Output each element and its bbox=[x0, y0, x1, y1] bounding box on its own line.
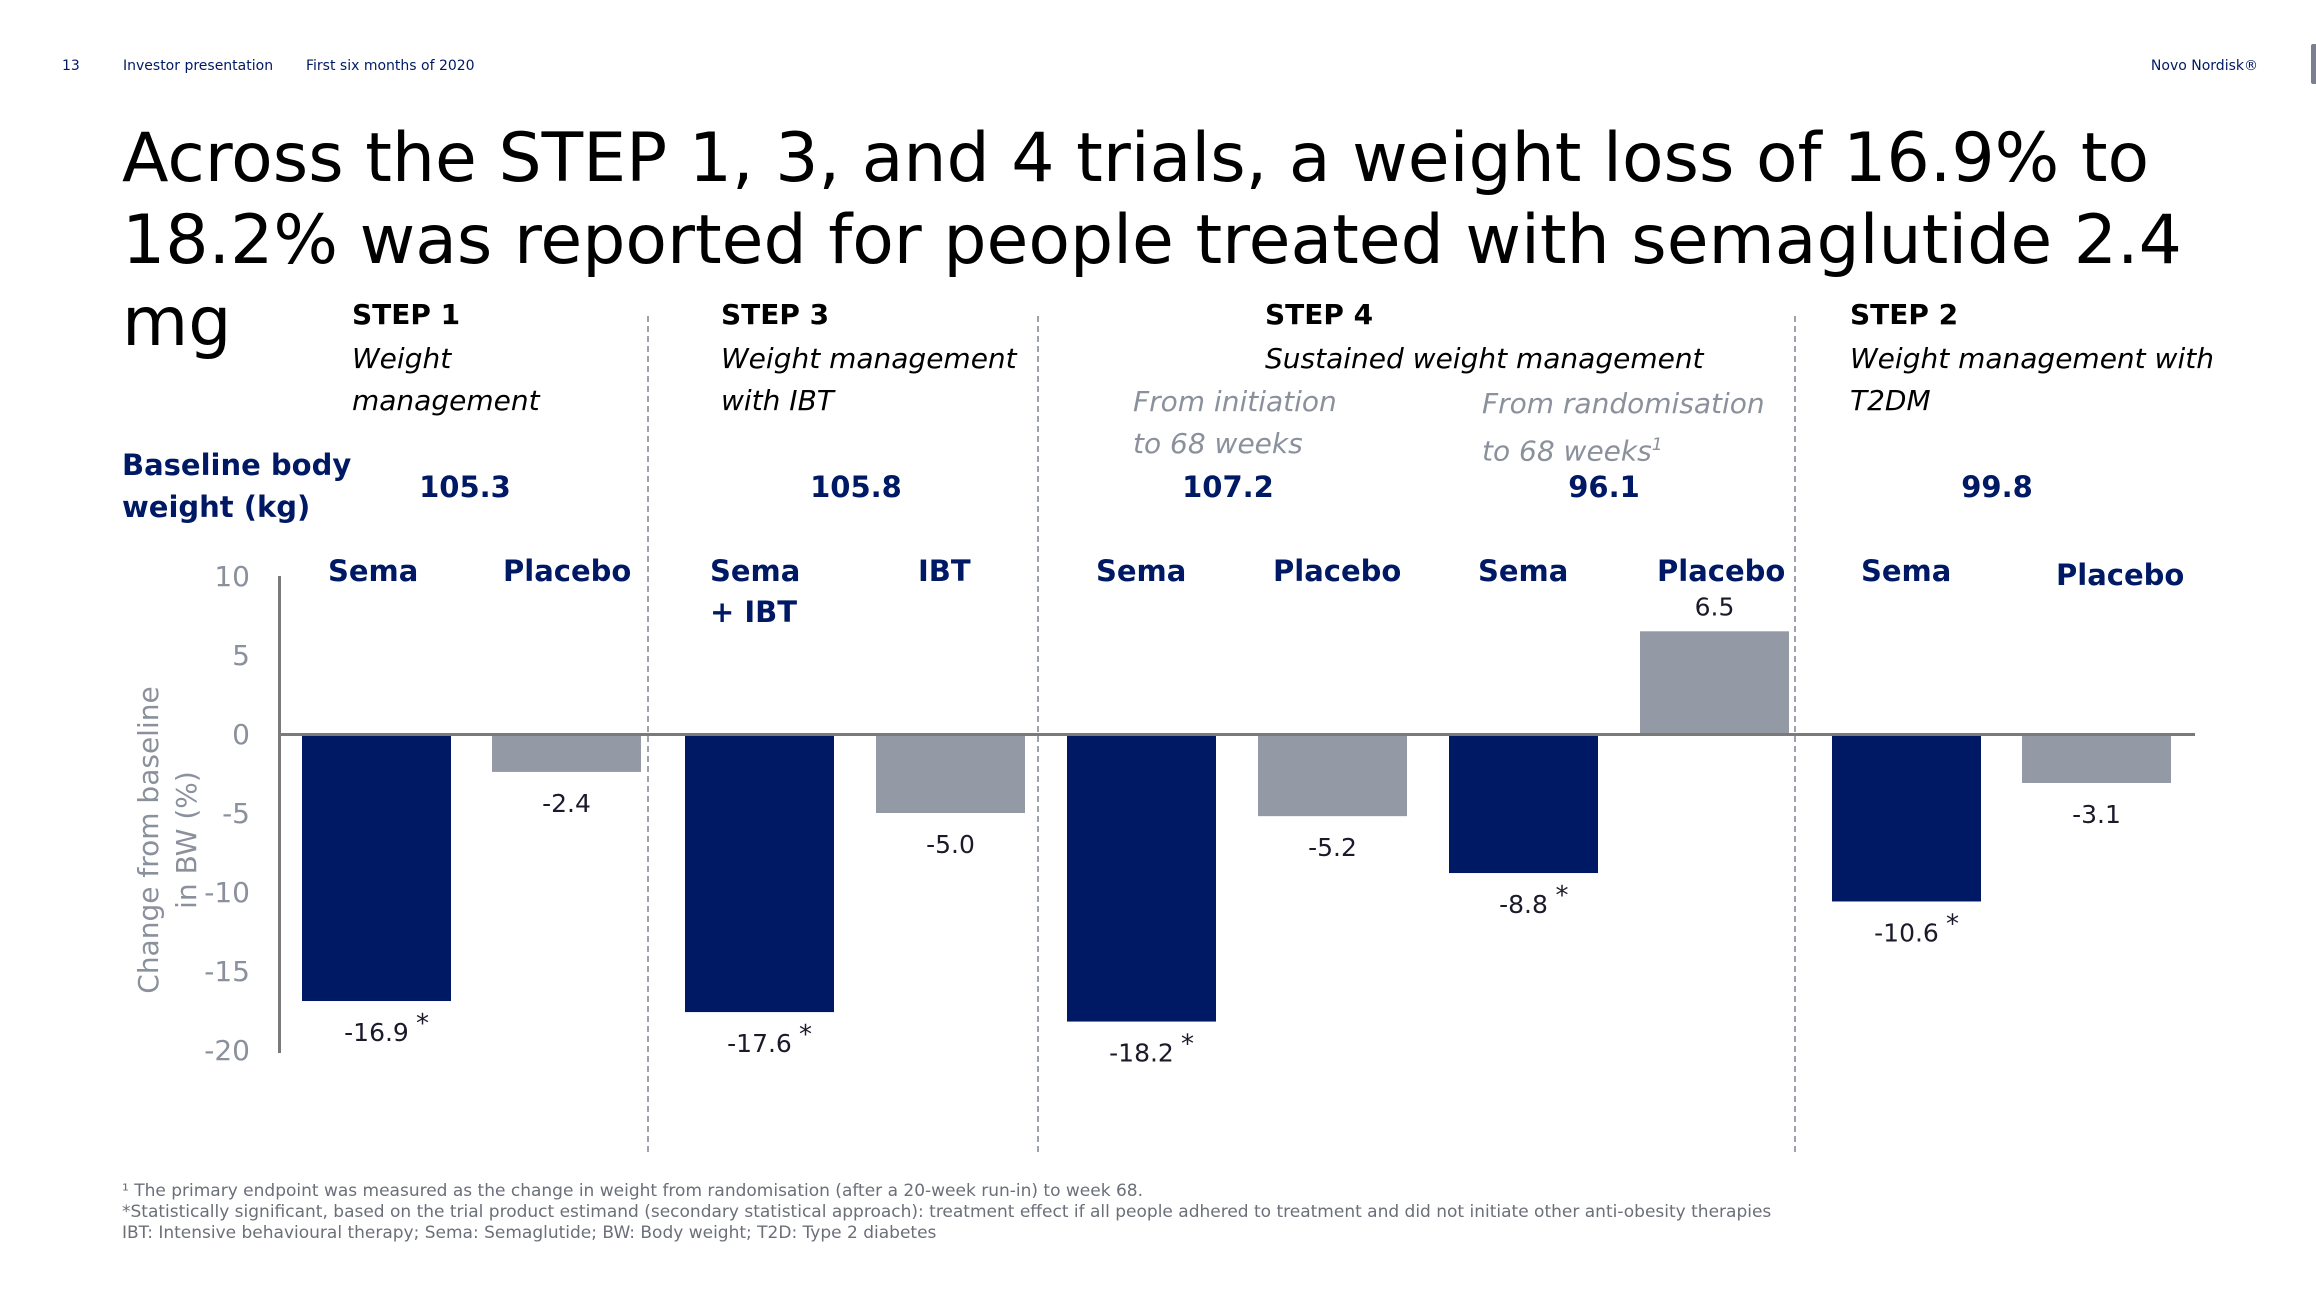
significance-marker-2: * bbox=[799, 1020, 812, 1050]
step1-name: STEP 1 bbox=[352, 298, 461, 331]
step3-desc-line1: Weight management bbox=[721, 342, 1017, 375]
group-label-step4b-placebo: Placebo bbox=[1657, 554, 1786, 588]
step4-sub-b-line2: to 68 weeks1 bbox=[1482, 424, 1663, 472]
bar-6 bbox=[1449, 734, 1598, 874]
group-label-step1-placebo: Placebo bbox=[503, 554, 632, 588]
y-tick-5: 5 bbox=[232, 639, 250, 672]
data-label-8: -10.6 bbox=[1874, 918, 1939, 947]
bar-5 bbox=[1258, 734, 1407, 817]
step4-sub-b-line2-text: to 68 weeks bbox=[1482, 434, 1652, 468]
data-label-6: -8.8 bbox=[1499, 890, 1548, 919]
step2-desc-line1: Weight management with bbox=[1850, 342, 2214, 375]
baseline-value-step4-randomisation: 96.1 bbox=[1568, 470, 1640, 504]
step4-sub-a-line1: From initiation bbox=[1133, 385, 1337, 418]
baseline-value-step2: 99.8 bbox=[1961, 470, 2033, 504]
step1-desc-line1: Weight bbox=[352, 342, 452, 375]
edge-tab[interactable] bbox=[2311, 44, 2316, 84]
footnote-1: ¹ The primary endpoint was measured as t… bbox=[122, 1181, 1144, 1201]
baseline-value-step3: 105.8 bbox=[810, 470, 902, 504]
step4-desc: Sustained weight management bbox=[1265, 342, 1704, 375]
bar-2 bbox=[685, 734, 834, 1013]
group-label-step3-sema-ibt: Sema + IBT bbox=[710, 551, 800, 633]
step4-sub-a-line2: to 68 weeks bbox=[1133, 427, 1303, 460]
data-label-0: -16.9 bbox=[344, 1018, 409, 1047]
group-label-step2-sema: Sema bbox=[1861, 554, 1952, 588]
brand-name: Novo Nordisk® bbox=[2150, 58, 2258, 74]
group-label-step3-sema-line2: + IBT bbox=[710, 595, 798, 629]
bar-8 bbox=[1832, 734, 1981, 902]
baseline-label: Baseline body weight (kg) bbox=[122, 444, 372, 528]
bar-0 bbox=[302, 734, 451, 1002]
baseline-value-step4-initiation: 107.2 bbox=[1182, 470, 1274, 504]
footnote-ref-1: 1 bbox=[1651, 435, 1663, 455]
baseline-label-line2: weight (kg) bbox=[122, 490, 311, 524]
y-tick-minus15: -15 bbox=[204, 955, 250, 988]
step2-desc-line2: T2DM bbox=[1850, 384, 1931, 417]
step3-desc-line2: with IBT bbox=[721, 384, 834, 417]
group-label-step4b-sema: Sema bbox=[1478, 554, 1569, 588]
baseline-label-line1: Baseline body bbox=[122, 448, 352, 482]
slide-number: 13 bbox=[62, 58, 80, 74]
group-label-step1-sema: Sema bbox=[328, 554, 419, 588]
data-label-7: 6.5 bbox=[1695, 592, 1735, 621]
step2-name: STEP 2 bbox=[1850, 298, 1959, 331]
bar-9 bbox=[2022, 734, 2171, 783]
step4-name: STEP 4 bbox=[1265, 298, 1374, 331]
data-label-5: -5.2 bbox=[1308, 833, 1357, 862]
bar-7 bbox=[1640, 631, 1789, 734]
bar-1 bbox=[492, 734, 641, 772]
header-period: First six months of 2020 bbox=[306, 58, 475, 74]
group-label-step3-sema-line1: Sema bbox=[710, 554, 801, 588]
y-tick-0: 0 bbox=[232, 718, 250, 751]
group-label-step2-placebo: Placebo bbox=[2056, 558, 2185, 592]
step3-name: STEP 3 bbox=[721, 298, 830, 331]
significance-marker-0: * bbox=[416, 1009, 429, 1039]
footnote-abbreviations: IBT: Intensive behavioural therapy; Sema… bbox=[122, 1223, 937, 1243]
group-label-step3-ibt: IBT bbox=[918, 554, 971, 588]
significance-marker-8: * bbox=[1946, 909, 1959, 939]
y-tick-minus10: -10 bbox=[204, 876, 250, 909]
group-label-step4a-sema: Sema bbox=[1096, 554, 1187, 588]
y-tick-minus5: -5 bbox=[222, 797, 250, 830]
data-label-9: -3.1 bbox=[2072, 800, 2121, 829]
significance-marker-6: * bbox=[1556, 881, 1569, 911]
footnote-significance: *Statistically significant, based on the… bbox=[122, 1202, 1772, 1222]
data-label-4: -18.2 bbox=[1109, 1039, 1174, 1068]
significance-marker-4: * bbox=[1181, 1030, 1194, 1060]
group-label-step4a-placebo: Placebo bbox=[1273, 554, 1402, 588]
bar-3 bbox=[876, 734, 1025, 813]
bar-4 bbox=[1067, 734, 1216, 1022]
y-axis-line bbox=[278, 576, 281, 1053]
data-label-3: -5.0 bbox=[926, 830, 975, 859]
step4-sub-b-line1: From randomisation bbox=[1482, 387, 1765, 420]
data-label-2: -17.6 bbox=[727, 1029, 792, 1058]
baseline-value-step1: 105.3 bbox=[419, 470, 511, 504]
slide-title: Across the STEP 1, 3, and 4 trials, a we… bbox=[122, 119, 2182, 362]
data-label-1: -2.4 bbox=[542, 789, 591, 818]
header-section: Investor presentation bbox=[123, 58, 274, 74]
zero-baseline-line bbox=[278, 733, 2195, 736]
y-tick-10: 10 bbox=[214, 560, 250, 593]
step1-desc-line2: management bbox=[352, 384, 540, 417]
y-tick-minus20: -20 bbox=[204, 1034, 250, 1067]
